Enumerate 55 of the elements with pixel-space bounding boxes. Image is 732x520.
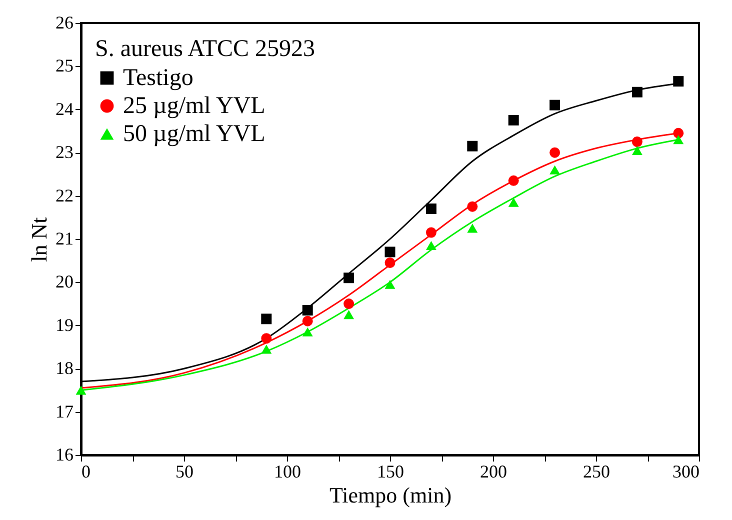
point: [467, 140, 478, 152]
y-tick-label: 17: [56, 401, 74, 422]
point: [673, 128, 684, 138]
point: [302, 305, 313, 316]
point: [550, 165, 560, 174]
point: [261, 333, 272, 344]
point: [344, 272, 354, 284]
x-tick-label: 100: [274, 462, 301, 482]
y-tick-label: 21: [56, 228, 74, 248]
point: [302, 316, 313, 326]
point: [673, 76, 684, 87]
point: [632, 86, 642, 98]
x-tick-label: 0: [82, 462, 90, 482]
y-tick-label: 23: [56, 142, 74, 162]
legend-label: 50 µg/ml YVL: [123, 121, 266, 147]
y-tick-label: 18: [56, 358, 74, 378]
x-axis-title: Tiempo (min): [329, 482, 452, 508]
point: [344, 298, 354, 310]
x-tick-label: 150: [377, 462, 404, 482]
point: [344, 310, 354, 320]
point: [550, 100, 560, 110]
legend-title: S. aureus ATCC 25923: [95, 36, 316, 62]
point: [467, 201, 478, 212]
point: [384, 258, 396, 268]
point: [384, 246, 396, 258]
point: [426, 204, 436, 214]
legend-label: Testigo: [123, 65, 194, 91]
point: [76, 386, 86, 395]
point: [261, 344, 272, 354]
point: [302, 327, 313, 336]
point: [508, 114, 519, 126]
x-tick-label: 50: [176, 462, 194, 482]
point: [550, 147, 560, 158]
x-tick-label: 250: [583, 462, 610, 482]
y-tick-label: 22: [56, 185, 74, 206]
point: [467, 224, 478, 233]
y-tick-label: 25: [56, 56, 74, 76]
point: [508, 175, 519, 186]
y-tick-label: 20: [56, 272, 74, 292]
point: [426, 227, 436, 238]
point: [673, 135, 684, 144]
point: [261, 314, 272, 324]
y-tick-label: 19: [56, 314, 74, 335]
x-tick-label: 300: [672, 462, 700, 482]
point: [384, 280, 396, 289]
y-tick-label: 26: [56, 12, 74, 32]
point: [632, 136, 642, 148]
y-tick-label: 16: [56, 444, 74, 464]
y-tick-label: 24: [56, 98, 74, 119]
point: [508, 198, 519, 207]
x-tick-label: 200: [480, 462, 507, 482]
point: [632, 146, 642, 155]
legend-label: 25 µg/ml YVL: [123, 93, 266, 119]
point: [426, 240, 436, 250]
y-axis-title: ln Nt: [26, 217, 52, 262]
